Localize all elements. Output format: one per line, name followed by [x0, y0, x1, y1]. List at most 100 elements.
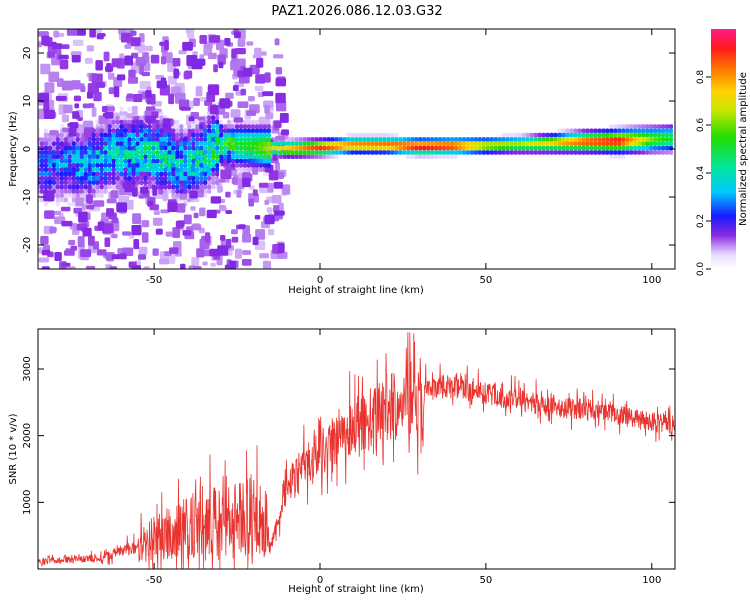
spectrogram-cell [155, 132, 160, 138]
spectrogram-cell [473, 150, 478, 155]
spectrogram-cell [661, 137, 666, 142]
spectrogram-cell [268, 170, 279, 181]
spectrogram-cell [326, 145, 331, 151]
spectrogram-cell [597, 145, 602, 151]
spectrogram-cell [122, 231, 132, 236]
spectrogram-cell [561, 145, 566, 151]
spectrogram-cell [59, 154, 64, 159]
spectrogram-cell [410, 141, 415, 146]
spectrogram-cell [207, 119, 212, 125]
spectrogram-cell [207, 124, 212, 129]
spectrogram-cell [322, 154, 327, 159]
spectrogram-cell [75, 137, 80, 142]
spectrogram-cell [254, 128, 259, 134]
spectrogram-cell [131, 145, 136, 151]
spectrogram-cell [581, 141, 586, 146]
spectrogram-cell [605, 141, 610, 146]
spectrogram-cell [593, 132, 598, 138]
spectrogram-cell [171, 171, 176, 177]
y-tick-label: -20 [22, 237, 33, 253]
spectrogram-cell [254, 163, 259, 168]
spectrogram-cell [191, 224, 202, 231]
spectrogram-cell [172, 58, 181, 67]
spectrogram-cell [374, 137, 379, 142]
spectrogram-cell [111, 171, 116, 177]
spectrogram-cell [199, 207, 206, 217]
spectrogram-cell [168, 93, 175, 105]
spectrogram-cell [147, 124, 152, 129]
spectrogram-cell [573, 137, 578, 142]
spectrogram-cell [179, 128, 184, 134]
spectrogram-cell [597, 141, 602, 146]
spectrogram-cell [585, 150, 590, 155]
spectrogram-cell [275, 67, 283, 75]
spectrogram-cell [155, 150, 160, 155]
spectrogram-cell [187, 176, 192, 181]
spectrogram-cell [71, 141, 76, 146]
spectrogram-cell [207, 158, 212, 164]
spectrogram-cell [199, 167, 204, 172]
spectrogram-cell [569, 128, 574, 134]
spectrogram-cell [242, 250, 251, 255]
spectrogram-cell [609, 154, 614, 159]
spectrogram-cell [38, 92, 49, 103]
spectrogram-cell [159, 115, 164, 121]
spectrogram-cell [179, 145, 184, 151]
spectrogram-cell [49, 226, 57, 234]
spectrogram-cell [533, 145, 538, 151]
spectrogram-cell [87, 137, 92, 142]
spectrogram-cell [67, 189, 72, 194]
spectrogram-cell [573, 150, 578, 155]
spectrogram-cell [127, 128, 132, 134]
spectrogram-cell [521, 137, 526, 142]
spectrogram-cell [601, 141, 606, 146]
spectrogram-cell [91, 189, 96, 194]
spectrogram-cell [402, 145, 407, 151]
spectrogram-cell [227, 158, 232, 164]
spectrogram-cell [115, 141, 120, 146]
spectrogram-cell [378, 150, 383, 155]
spectrogram-cell [477, 150, 482, 155]
spectrogram-cell [55, 171, 60, 177]
spectrogram-cell [199, 145, 204, 151]
spectrogram-cell [406, 141, 411, 146]
colorbar-tick-label: 0.4 [696, 166, 706, 181]
spectrogram-cell [378, 141, 383, 146]
spectrogram-cell [59, 180, 64, 185]
spectrogram-cell [457, 150, 462, 155]
spectrogram-cell [131, 154, 136, 159]
spectrogram-cell [187, 184, 192, 190]
spectrogram-cell [99, 137, 104, 142]
spectrogram-cell [147, 176, 152, 181]
spectrogram-cell [91, 167, 96, 172]
spectrogram-cell [187, 158, 192, 164]
spectrogram-cell [75, 197, 84, 207]
spectrogram-cell [613, 137, 618, 142]
spectrogram-cell [609, 132, 614, 138]
spectrogram-cell [131, 137, 136, 142]
spectrogram-cell [199, 35, 207, 44]
spectrogram-cell [139, 150, 144, 155]
spectrogram-cell [171, 180, 176, 185]
spectrogram-cell [203, 137, 208, 142]
spectrogram-cell [119, 137, 124, 142]
spectrogram-cell [426, 137, 431, 142]
spectrogram-cell [625, 137, 630, 142]
spectrogram-cell [207, 167, 212, 172]
spectrogram-cell [163, 176, 168, 181]
spectrogram-cell [113, 86, 120, 98]
spectrogram-cell [139, 137, 144, 142]
spectrogram-cell [386, 150, 391, 155]
spectrogram-cell [175, 189, 180, 194]
spectrogram-cell [71, 201, 76, 207]
spectrogram-cell [254, 47, 262, 59]
spectrogram-cell [302, 137, 307, 142]
spectrogram-cell [138, 246, 148, 255]
spectrogram-cell [414, 145, 419, 151]
spectrogram-cell [107, 141, 112, 146]
spectrogram-cell [442, 154, 447, 159]
spectrogram-cell [661, 128, 666, 134]
spectrogram-cell [668, 124, 673, 129]
spectrogram-cell [99, 141, 104, 146]
